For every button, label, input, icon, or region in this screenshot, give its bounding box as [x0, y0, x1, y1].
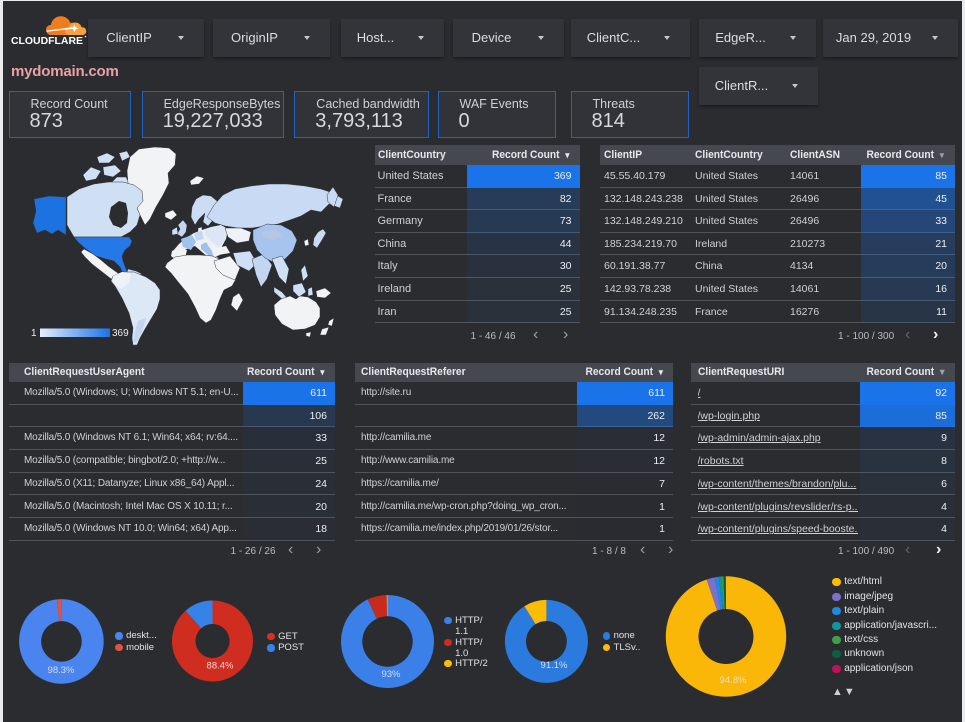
svg-text:98.3%: 98.3% — [48, 665, 75, 676]
svg-text:94.8%: 94.8% — [720, 675, 747, 686]
svg-text:369: 369 — [112, 328, 129, 339]
svg-text:88.4%: 88.4% — [207, 661, 234, 672]
svg-text:1: 1 — [31, 328, 37, 339]
svg-text:91.1%: 91.1% — [541, 660, 568, 671]
svg-text:93%: 93% — [381, 669, 401, 680]
svg-text:CLOUDFLARE: CLOUDFLARE — [11, 36, 83, 47]
